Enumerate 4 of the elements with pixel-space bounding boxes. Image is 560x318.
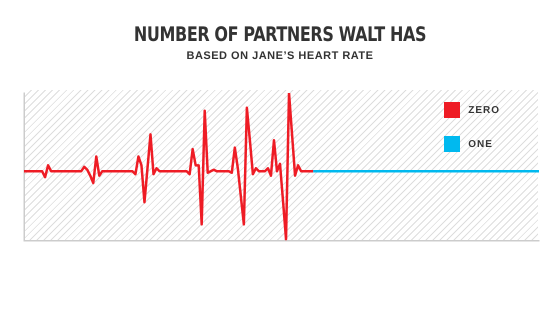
chart-title: NUMBER OF PARTNERS WALT HAS xyxy=(132,22,428,46)
chart-subtitle: BASED ON JANE’S HEART RATE xyxy=(186,50,374,62)
legend-label: ONE xyxy=(468,138,493,150)
legend-label: ZERO xyxy=(468,104,500,116)
